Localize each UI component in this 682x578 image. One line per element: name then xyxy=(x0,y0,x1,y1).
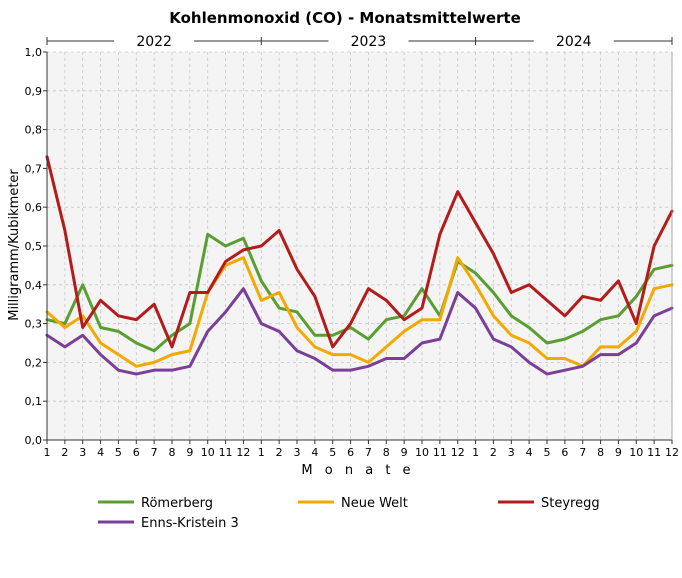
x-tick-label: 10 xyxy=(629,446,643,459)
y-tick-labels: 0,0 0,1 0,2 0,3 0,4 0,5 0,6 0,7 0,8 0,9 1,0 xyxy=(25,46,47,447)
x-tick-label: 11 xyxy=(433,446,447,459)
y-tick-label: 0,8 xyxy=(25,124,43,137)
x-tick-label: 1 xyxy=(44,446,51,459)
y-tick-label: 0,9 xyxy=(25,85,43,98)
year-band: 2022 2023 2024 xyxy=(46,32,673,50)
y-tick-label: 0,5 xyxy=(25,240,43,253)
x-tick-labels: 1 2 3 4 5 6 7 8 9 10 11 12 1 2 3 4 5 6 7 8 9 10 11 12 1 2 3 4 5 6 7 8 9 1… xyxy=(44,440,679,459)
x-tick-label: 9 xyxy=(615,446,622,459)
x-tick-label: 7 xyxy=(365,446,372,459)
x-tick-label: 7 xyxy=(579,446,586,459)
x-tick-label: 1 xyxy=(258,446,265,459)
x-axis-label: M o n a t e xyxy=(301,463,414,478)
y-tick-label: 0,7 xyxy=(25,162,43,175)
series-line-römerberg xyxy=(45,232,674,353)
year-label: 2023 xyxy=(351,34,387,50)
legend-label-steyregg: Steyregg xyxy=(541,496,600,511)
x-tick-label: 2 xyxy=(490,446,497,459)
year-label: 2022 xyxy=(136,34,172,50)
x-tick-label: 4 xyxy=(97,446,104,459)
legend-label-neue-welt: Neue Welt xyxy=(341,496,408,511)
x-tick-label: 2 xyxy=(61,446,68,459)
y-tick-label: 0,0 xyxy=(25,434,43,447)
x-tick-label: 9 xyxy=(401,446,408,459)
x-tick-label: 12 xyxy=(665,446,679,459)
x-tick-label: 12 xyxy=(236,446,250,459)
series-group xyxy=(45,155,674,376)
x-tick-label: 6 xyxy=(347,446,354,459)
y-tick-label: 0,6 xyxy=(25,201,43,214)
x-tick-label: 8 xyxy=(597,446,604,459)
x-tick-label: 3 xyxy=(508,446,515,459)
y-tick-label: 0,1 xyxy=(25,395,43,408)
x-tick-label: 4 xyxy=(526,446,533,459)
series-line-enns-kristein-3 xyxy=(45,287,674,376)
x-tick-label: 5 xyxy=(544,446,551,459)
legend-label-römerberg: Römerberg xyxy=(141,496,213,511)
x-tick-label: 3 xyxy=(79,446,86,459)
year-label-background xyxy=(328,32,409,50)
y-tick-label: 0,4 xyxy=(25,279,43,292)
chart-title: Kohlenmonoxid (CO) - Monatsmittelwerte xyxy=(169,9,521,27)
y-tick-label: 0,3 xyxy=(25,318,43,331)
x-tick-label: 11 xyxy=(219,446,233,459)
x-tick-label: 6 xyxy=(561,446,568,459)
x-tick-label: 11 xyxy=(647,446,661,459)
y-tick-label: 1,0 xyxy=(25,46,43,59)
year-label: 2024 xyxy=(556,34,592,50)
x-tick-label: 10 xyxy=(415,446,429,459)
x-tick-label: 1 xyxy=(472,446,479,459)
y-tick-label: 0,2 xyxy=(25,356,43,369)
x-tick-label: 4 xyxy=(311,446,318,459)
series-line-steyregg xyxy=(45,155,674,349)
x-tick-label: 3 xyxy=(294,446,301,459)
legend: Römerberg Neue Welt Steyregg Enns-Kristein … xyxy=(98,496,600,531)
year-label-background xyxy=(114,32,195,50)
year-label-background xyxy=(533,32,614,50)
x-tick-label: 5 xyxy=(329,446,336,459)
x-tick-label: 9 xyxy=(186,446,193,459)
x-tick-label: 8 xyxy=(169,446,176,459)
series-line-neue-welt xyxy=(45,256,674,368)
x-tick-label: 2 xyxy=(276,446,283,459)
legend-label-enns-kristein-3: Enns-Kristein 3 xyxy=(141,516,239,531)
y-axis-label: Milligramm/Kubikmeter xyxy=(7,169,22,321)
x-tick-label: 8 xyxy=(383,446,390,459)
x-tick-label: 12 xyxy=(451,446,465,459)
x-tick-label: 5 xyxy=(115,446,122,459)
x-tick-label: 6 xyxy=(133,446,140,459)
x-tick-label: 10 xyxy=(201,446,215,459)
x-tick-label: 7 xyxy=(151,446,158,459)
